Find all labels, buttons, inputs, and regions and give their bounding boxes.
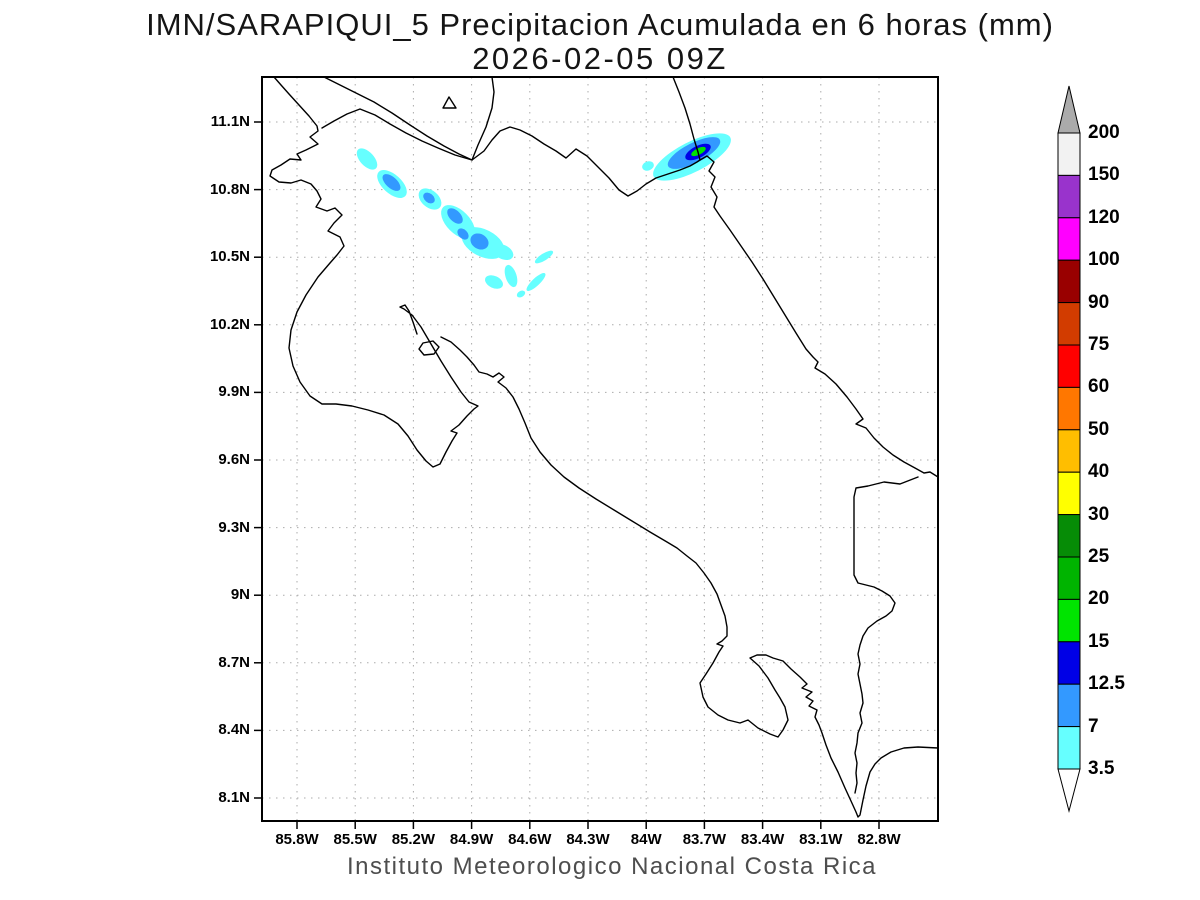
- precip-cell: [492, 244, 514, 260]
- figure-title: IMN/SARAPIQUI_5 Precipitacion Acumulada …: [146, 7, 1054, 42]
- precip-cell: [526, 273, 546, 291]
- lat-tick-label: 9.9N: [218, 383, 250, 401]
- border-nicaragua: [321, 108, 701, 197]
- lat-tick-label: 11.1N: [210, 113, 250, 130]
- colorbar-arrow-below-min: [1057, 768, 1081, 813]
- lat-tick-label: 10.8N: [209, 180, 250, 198]
- precip-cell: [516, 290, 526, 298]
- figure-subtitle: 2026-02-05 09Z: [472, 41, 728, 76]
- lon-tick-label: 85.5W: [333, 831, 377, 848]
- precip-cell: [457, 228, 469, 240]
- lat-tick-label: 8.4N: [218, 721, 250, 739]
- precip-cell: [447, 208, 463, 224]
- lake-island-outline: [442, 96, 457, 109]
- colorbar-tick-label: 200: [1088, 122, 1120, 143]
- colorbar-tick-label: 60: [1088, 376, 1110, 398]
- colorbar-tick-label: 75: [1088, 334, 1110, 355]
- colorbar-tick-label: 120: [1088, 206, 1120, 228]
- precip-cell: [382, 174, 401, 191]
- colorbar-segment: [1057, 726, 1081, 770]
- colorbar-tick-label: 25: [1088, 546, 1110, 567]
- lon-tick-label: 84.6W: [508, 831, 552, 848]
- colorbar-arrow-above-max: [1057, 85, 1081, 134]
- colorbar-tick-label: 15: [1088, 630, 1110, 652]
- colorbar-segment: [1057, 302, 1081, 346]
- colorbar-tick-label: 30: [1088, 503, 1110, 525]
- precip-cell: [534, 250, 554, 264]
- precip-cell: [642, 161, 654, 171]
- colorbar-segment: [1057, 683, 1081, 728]
- colorbar-segment: [1057, 344, 1081, 388]
- lat-tick-label: 8.7N: [218, 653, 250, 671]
- colorbar-segment: [1057, 641, 1081, 685]
- colorbar-segment: [1057, 386, 1081, 431]
- colorbar-segment: [1057, 429, 1081, 473]
- colorbar-tick-label: 20: [1088, 588, 1110, 610]
- grid-lines: [262, 77, 938, 821]
- colorbar-segment: [1057, 217, 1081, 261]
- colorbar-segment: [1057, 556, 1081, 600]
- precip-cell: [423, 192, 435, 204]
- coastline-lake-nicaragua: [323, 76, 495, 161]
- plot-frame: [261, 76, 939, 822]
- colorbar-tick-label: 12.5: [1088, 673, 1125, 695]
- precip-cell: [470, 233, 489, 250]
- lat-tick-label: 9.3N: [218, 518, 250, 536]
- colorbar-segment: [1057, 598, 1081, 643]
- chira-island-outline: [418, 340, 440, 356]
- coastline-caribbean: [672, 76, 939, 478]
- lon-tick-label: 85.2W: [391, 831, 436, 848]
- lon-tick-label: 83.4W: [740, 831, 785, 848]
- colorbar-tick-label: 50: [1088, 418, 1110, 440]
- colorbar: [1057, 85, 1081, 813]
- colorbar-segment: [1057, 471, 1081, 516]
- lon-tick-label: 82.8W: [857, 831, 901, 848]
- colorbar-segment: [1057, 132, 1081, 176]
- lat-tick-label: 9N: [230, 586, 250, 604]
- lon-tick-label: 83.7W: [682, 831, 727, 848]
- lat-tick-label: 10.2N: [209, 315, 250, 333]
- colorbar-segment: [1057, 259, 1081, 304]
- precip-cell: [504, 264, 518, 288]
- footer-credit: Instituto Meteorologico Nacional Costa R…: [346, 853, 878, 880]
- precip-shading: [356, 133, 731, 298]
- colorbar-tick-label: 40: [1088, 461, 1110, 483]
- lat-tick-label: 9.6N: [218, 451, 250, 468]
- colorbar-tick-label: 100: [1088, 249, 1120, 271]
- lon-tick-label: 84W: [630, 831, 662, 848]
- colorbar-tick-label: 3.5: [1088, 758, 1115, 779]
- colorbar-segment: [1057, 514, 1081, 558]
- coastlines: [269, 76, 939, 818]
- precip-cell: [485, 275, 503, 289]
- colorbar-tick-label: 90: [1088, 291, 1110, 313]
- border-panama: [853, 476, 919, 794]
- precip-cell: [356, 148, 378, 170]
- lon-tick-label: 84.3W: [566, 831, 610, 848]
- lat-tick-label: 8.1N: [218, 789, 250, 806]
- colorbar-tick-label: 7: [1088, 715, 1099, 737]
- lon-tick-label: 83.1W: [799, 831, 843, 848]
- lon-tick-label: 85.8W: [275, 831, 319, 848]
- lon-tick-label: 84.9W: [449, 831, 494, 848]
- colorbar-tick-label: 150: [1088, 164, 1120, 186]
- axis-ticks: [254, 121, 880, 829]
- coastline-pacific: [269, 76, 939, 818]
- colorbar-segment: [1057, 174, 1081, 219]
- lat-tick-label: 10.5N: [209, 248, 250, 266]
